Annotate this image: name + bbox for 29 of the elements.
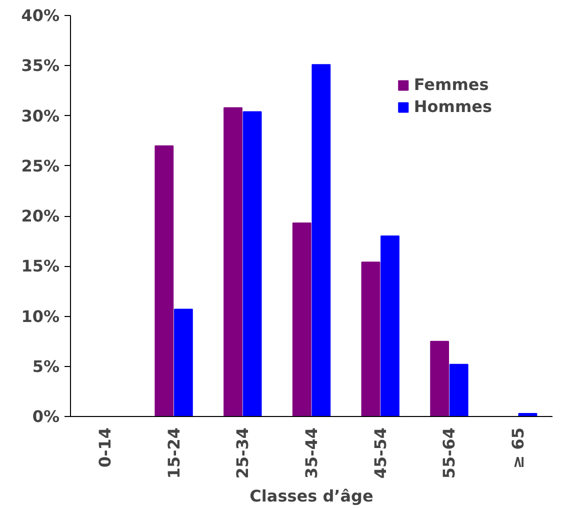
y-tick-label: 40%: [21, 6, 60, 25]
y-tick-label: 5%: [32, 356, 60, 376]
bar: [361, 262, 380, 416]
x-tick-label: 15-24: [164, 428, 184, 479]
y-tick-label: 30%: [21, 106, 60, 126]
x-tick-label: 45-54: [370, 428, 390, 479]
bar: [154, 145, 174, 416]
x-tick-label: 35-44: [302, 428, 321, 479]
x-tick-label: 55-64: [440, 428, 459, 479]
x-tick-label: 25-34: [233, 428, 252, 479]
bar: [312, 64, 331, 416]
legend-label: Femmes: [414, 75, 489, 94]
y-tick-label: 35%: [21, 56, 60, 76]
legend-label: Hommes: [414, 97, 492, 116]
bar: [242, 111, 262, 416]
bar: [449, 364, 468, 416]
y-tick-label: 0%: [32, 407, 60, 426]
y-tick-label: 10%: [21, 306, 60, 326]
bar: [430, 340, 450, 416]
bar: [380, 236, 400, 416]
y-tick-label: 25%: [21, 156, 60, 176]
x-tick-label: ≥ 65: [508, 427, 528, 469]
y-tick-label: 15%: [21, 256, 60, 276]
x-tick-label: 0-14: [95, 427, 114, 468]
bar: [292, 222, 312, 416]
y-tick-label: 20%: [21, 206, 60, 226]
bar: [224, 107, 242, 416]
x-axis-title: Classes d’âge: [250, 486, 374, 506]
bar: [174, 308, 193, 416]
